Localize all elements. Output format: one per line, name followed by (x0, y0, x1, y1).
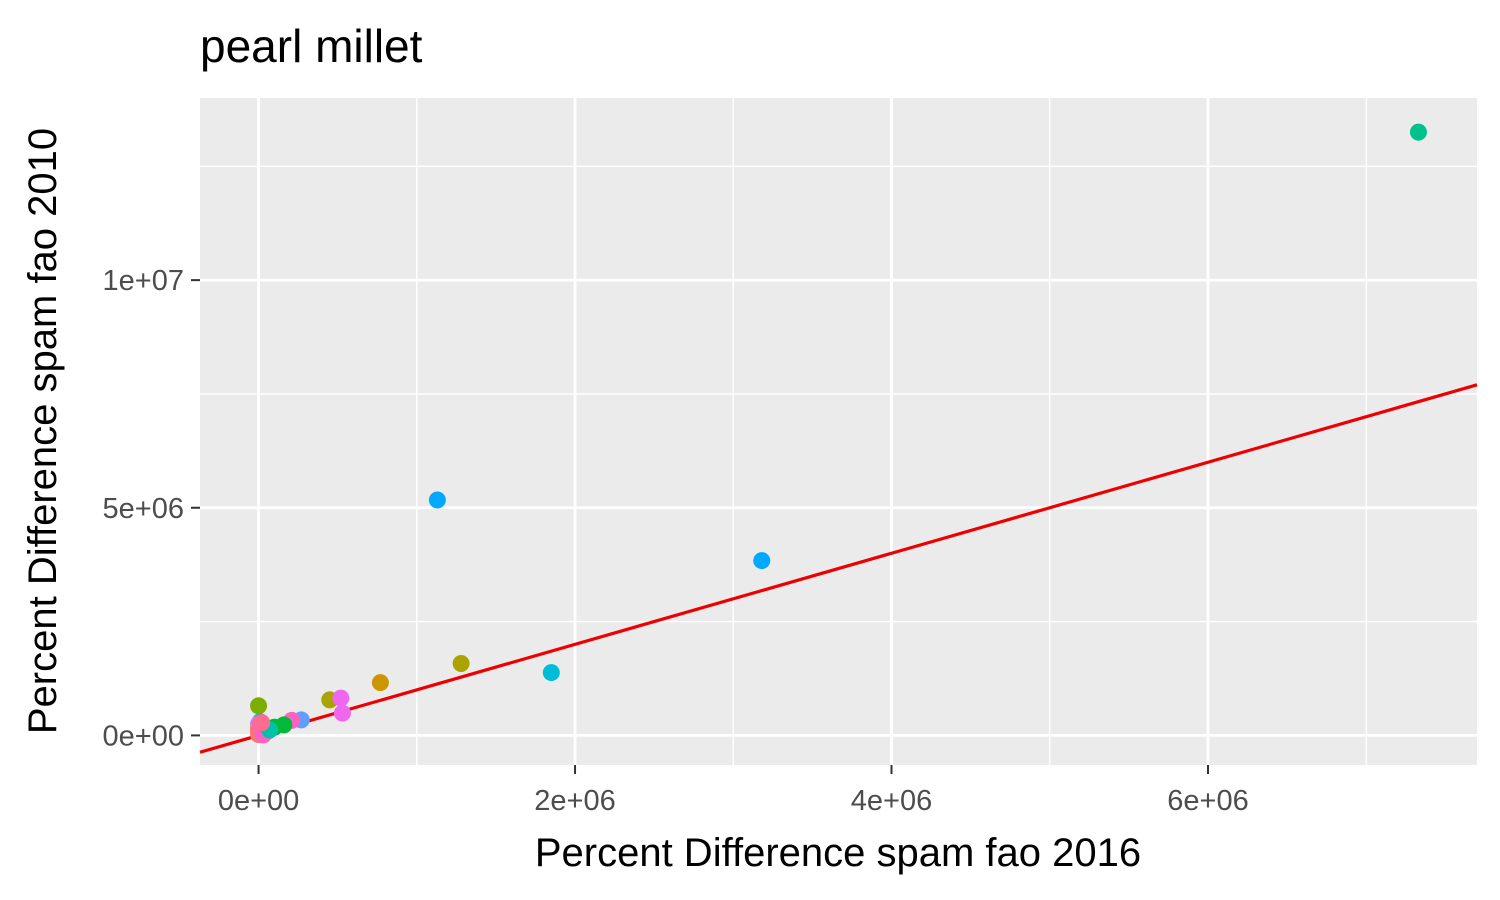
data-point (428, 491, 446, 509)
x-axis-title: Percent Difference spam fao 2016 (535, 831, 1141, 875)
data-point (250, 697, 268, 715)
x-tick-label: 0e+00 (218, 785, 299, 817)
x-tick-label: 2e+06 (534, 785, 615, 817)
data-point (253, 714, 271, 732)
y-tick-label: 0e+00 (103, 720, 184, 752)
data-point (452, 654, 470, 672)
data-point (371, 674, 389, 692)
data-point (333, 704, 351, 722)
x-axis: 0e+00 2e+06 4e+06 6e+06 (218, 765, 1249, 817)
x-tick-label: 4e+06 (851, 785, 932, 817)
chart-title: pearl millet (200, 20, 423, 72)
reference-line (199, 383, 1478, 754)
major-gridlines (200, 98, 1477, 765)
data-point (332, 689, 350, 707)
y-tick-label: 5e+06 (103, 493, 184, 525)
y-tick-label: 1e+07 (103, 265, 184, 297)
data-point (753, 552, 771, 570)
x-tick-label: 6e+06 (1167, 785, 1248, 817)
y-axis: 0e+00 5e+06 1e+07 (103, 265, 200, 752)
data-point (1409, 123, 1427, 141)
data-points (250, 123, 1427, 744)
panel-background (200, 98, 1477, 765)
minor-gridlines (200, 98, 1477, 765)
y-axis-title: Percent Difference spam fao 2010 (21, 128, 65, 734)
reference-line-group (199, 383, 1478, 754)
data-point (542, 664, 560, 682)
